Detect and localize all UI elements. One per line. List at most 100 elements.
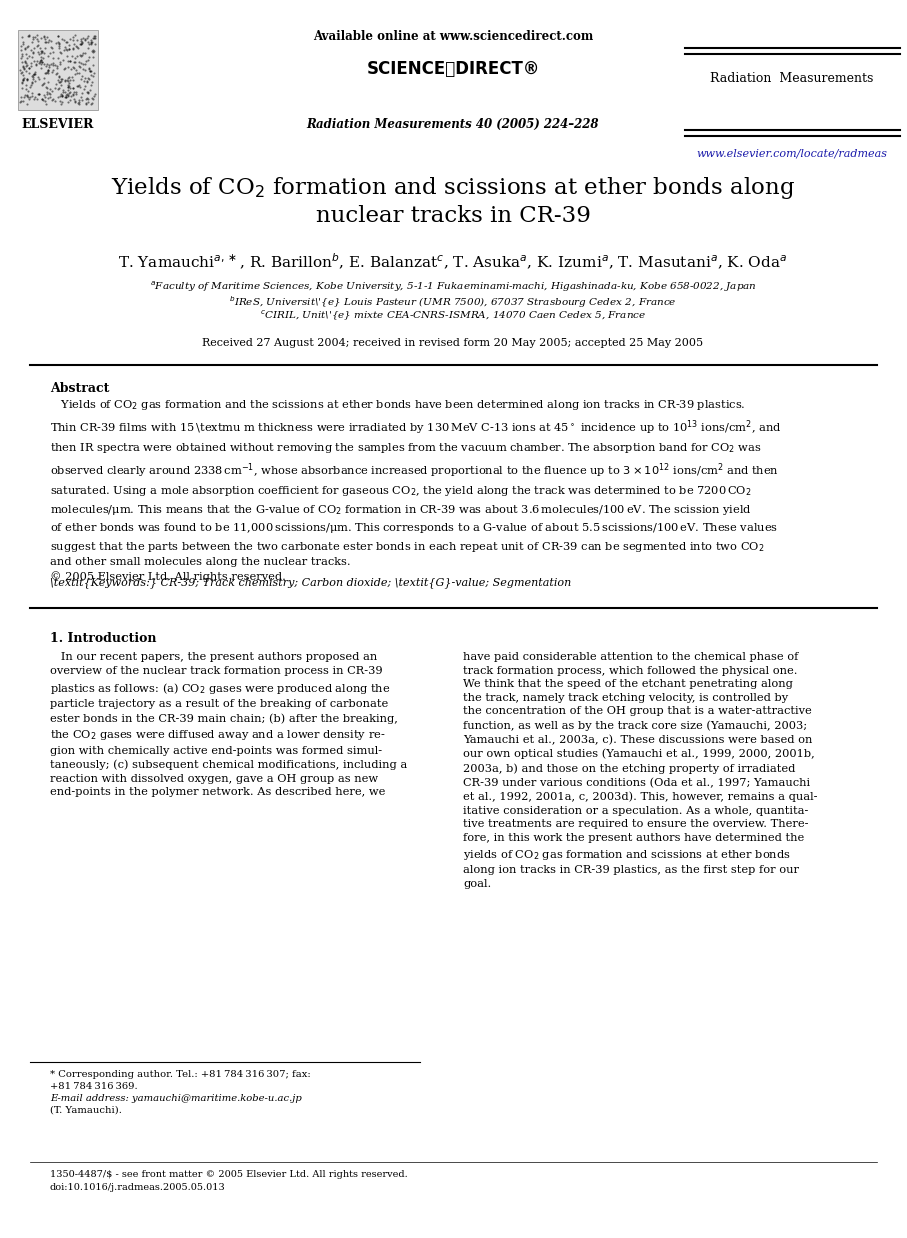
Point — [50, 71, 64, 90]
Point — [34, 51, 49, 71]
Point — [23, 87, 37, 106]
Point — [56, 59, 71, 79]
Point — [34, 27, 49, 47]
Point — [85, 32, 100, 52]
Point — [32, 43, 46, 63]
Text: (T. Yamauchi).: (T. Yamauchi). — [50, 1106, 122, 1115]
Point — [82, 47, 96, 67]
Point — [74, 46, 89, 66]
Point — [54, 43, 69, 63]
Point — [83, 30, 98, 50]
Point — [59, 87, 73, 106]
Point — [63, 69, 78, 89]
Point — [14, 63, 28, 83]
Point — [86, 89, 101, 109]
Point — [66, 89, 81, 109]
Point — [24, 73, 39, 93]
Point — [80, 28, 94, 48]
Point — [58, 71, 73, 90]
Point — [44, 38, 59, 58]
Point — [31, 42, 45, 62]
Point — [74, 53, 89, 73]
Point — [15, 46, 30, 66]
Point — [54, 93, 69, 113]
Point — [41, 72, 55, 92]
Point — [63, 78, 77, 98]
Point — [51, 87, 65, 106]
Point — [61, 92, 75, 111]
Point — [62, 35, 76, 54]
Point — [53, 54, 67, 74]
Point — [37, 90, 52, 110]
Text: SCIENCEⓐDIRECT®: SCIENCEⓐDIRECT® — [366, 59, 540, 78]
Point — [15, 62, 29, 82]
Point — [87, 26, 102, 46]
Point — [83, 58, 97, 78]
Text: $^{b}$IReS, Universit\'{e} Louis Pasteur (UMR 7500), 67037 Strasbourg Cedex 2, F: $^{b}$IReS, Universit\'{e} Louis Pasteur… — [229, 293, 677, 310]
Point — [86, 47, 101, 67]
Point — [43, 79, 57, 99]
Point — [30, 28, 44, 48]
Point — [47, 92, 62, 111]
Text: \textit{Keywords:} CR-39; Track chemistry; Carbon dioxide; \textit{G}-value; Seg: \textit{Keywords:} CR-39; Track chemistr… — [50, 577, 571, 588]
Point — [65, 69, 80, 89]
Point — [57, 58, 72, 78]
Text: $^{a}$Faculty of Maritime Sciences, Kobe University, 5-1-1 Fukaeminami-machi, Hi: $^{a}$Faculty of Maritime Sciences, Kobe… — [150, 280, 756, 295]
Point — [70, 31, 84, 51]
Point — [45, 59, 60, 79]
Point — [63, 51, 77, 71]
Text: have paid considerable attention to the chemical phase of
track formation proces: have paid considerable attention to the … — [463, 652, 817, 889]
Point — [83, 32, 98, 52]
Point — [48, 54, 63, 74]
Point — [49, 32, 63, 52]
Point — [16, 71, 31, 90]
Point — [34, 58, 49, 78]
Point — [81, 38, 95, 58]
Point — [13, 59, 27, 79]
Point — [20, 71, 34, 90]
Point — [78, 30, 93, 50]
Point — [51, 48, 65, 68]
Point — [66, 84, 81, 104]
Point — [64, 46, 79, 66]
Point — [68, 64, 83, 84]
Point — [79, 94, 93, 114]
Point — [35, 48, 50, 68]
Point — [64, 59, 79, 79]
Point — [73, 35, 88, 54]
Point — [71, 38, 85, 58]
Point — [15, 73, 29, 93]
Point — [60, 84, 74, 104]
Point — [74, 83, 89, 103]
Point — [33, 51, 47, 71]
Point — [81, 93, 95, 113]
Point — [77, 79, 92, 99]
Point — [36, 74, 51, 94]
Point — [59, 40, 73, 59]
Point — [85, 88, 100, 108]
Point — [20, 69, 34, 89]
Point — [15, 27, 29, 47]
Point — [27, 64, 42, 84]
Point — [14, 92, 28, 111]
Point — [26, 28, 41, 48]
Point — [25, 83, 40, 103]
Point — [61, 85, 75, 105]
Point — [38, 63, 53, 83]
Point — [20, 87, 34, 106]
Point — [45, 48, 60, 68]
Point — [67, 52, 82, 72]
Point — [63, 51, 77, 71]
Point — [62, 73, 76, 93]
Point — [35, 76, 50, 95]
Point — [55, 85, 70, 105]
Point — [78, 61, 93, 80]
Point — [26, 63, 41, 83]
Point — [54, 92, 68, 111]
Point — [43, 87, 57, 106]
Point — [40, 82, 54, 102]
Point — [81, 32, 95, 52]
Point — [18, 85, 33, 105]
Point — [32, 84, 46, 104]
Point — [46, 89, 61, 109]
